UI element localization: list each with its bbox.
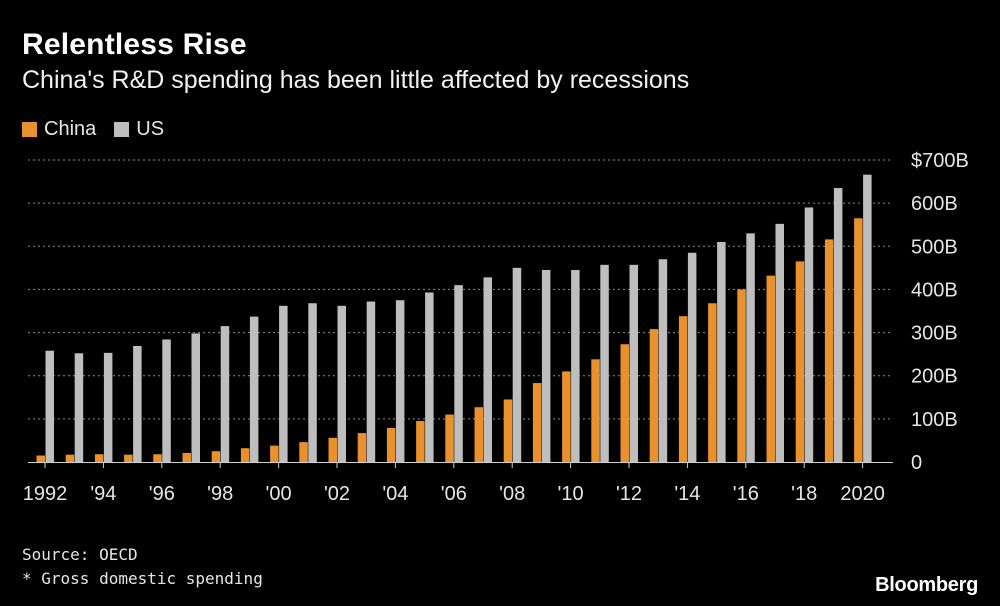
bar-china xyxy=(737,289,746,462)
legend-label-us: US xyxy=(136,118,165,140)
bar-china xyxy=(94,454,104,462)
bar-us xyxy=(571,270,580,462)
x-tick-label: '00 xyxy=(266,483,292,505)
bar-china xyxy=(766,275,775,462)
bar-us xyxy=(804,207,814,462)
x-tick-label: '94 xyxy=(90,483,116,505)
x-tick-label: '96 xyxy=(149,483,175,505)
x-tick-label: '06 xyxy=(441,483,467,505)
bar-china xyxy=(299,442,308,462)
legend-item-china: China xyxy=(22,118,96,141)
footnote: * Gross domestic spending xyxy=(22,569,263,588)
bar-us xyxy=(541,270,551,462)
bar-us xyxy=(629,264,638,462)
x-tick-label: '10 xyxy=(558,483,584,505)
bar-us xyxy=(103,352,113,462)
bar-us xyxy=(775,223,784,462)
bar-us xyxy=(483,277,492,462)
chart-title: Relentless Rise xyxy=(22,28,247,61)
bar-china xyxy=(357,433,367,462)
bar-us xyxy=(308,303,317,462)
bar-us xyxy=(746,233,755,462)
bar-us xyxy=(658,259,668,462)
bar-china xyxy=(153,454,162,462)
bar-us xyxy=(454,285,463,462)
legend-swatch-china xyxy=(22,122,37,137)
bar-us xyxy=(337,305,346,462)
bar-us xyxy=(45,350,54,462)
y-tick-label: 100B xyxy=(911,409,958,431)
y-tick-label: 300B xyxy=(911,323,958,345)
x-tick-label: '14 xyxy=(674,483,700,505)
bar-china xyxy=(795,261,805,462)
bar-china xyxy=(211,451,221,462)
bar-us xyxy=(425,292,434,462)
x-tick-label: '98 xyxy=(207,483,233,505)
bar-china xyxy=(532,383,542,462)
bar-china xyxy=(328,437,337,462)
bar-china xyxy=(854,218,863,462)
bar-us xyxy=(220,326,230,462)
bar-us xyxy=(687,252,697,462)
bar-china xyxy=(708,303,717,462)
x-tick-label: '18 xyxy=(791,483,817,505)
bar-us xyxy=(833,188,843,463)
bar-china xyxy=(678,316,688,462)
bar-china xyxy=(270,445,279,462)
bar-us xyxy=(191,333,200,462)
bar-us xyxy=(717,241,726,462)
bar-us xyxy=(395,300,405,462)
bar-china xyxy=(562,371,571,462)
x-tick-label: '02 xyxy=(324,483,350,505)
bar-us xyxy=(512,267,522,462)
y-tick-label: 500B xyxy=(911,236,958,258)
bar-china xyxy=(124,454,133,462)
bar-us xyxy=(863,174,872,462)
bar-china xyxy=(474,407,483,462)
bar-us xyxy=(279,305,288,462)
x-tick-label: '12 xyxy=(616,483,642,505)
y-tick-label: 400B xyxy=(911,279,958,301)
y-tick-label: $700B xyxy=(911,150,969,172)
bar-china xyxy=(649,329,659,462)
x-tick-label: '16 xyxy=(733,483,759,505)
bar-china xyxy=(182,452,191,462)
bar-us xyxy=(74,353,84,462)
y-tick-label: 0 xyxy=(911,452,922,474)
y-tick-label: 600B xyxy=(911,193,958,215)
source-note: Source: OECD xyxy=(22,545,138,564)
bar-china xyxy=(591,359,600,462)
legend-item-us: US xyxy=(114,118,164,141)
legend-swatch-us xyxy=(114,122,130,137)
bar-us xyxy=(133,345,142,462)
bar-china xyxy=(240,448,250,462)
legend: China US xyxy=(22,118,182,141)
bar-china xyxy=(620,344,629,462)
bar-china xyxy=(416,421,425,462)
x-tick-label: 1992 xyxy=(23,483,68,505)
bar-china xyxy=(36,455,45,462)
bar-china xyxy=(386,427,396,462)
bar-china xyxy=(65,454,75,462)
y-tick-label: 200B xyxy=(911,366,958,388)
bar-us xyxy=(600,264,609,462)
x-tick-label: 2020 xyxy=(840,483,885,505)
legend-label-china: China xyxy=(44,118,97,140)
bar-us xyxy=(162,339,171,462)
bloomberg-logo: Bloomberg xyxy=(875,574,978,596)
bar-china xyxy=(445,414,454,462)
bar-us xyxy=(366,301,376,462)
bar-china xyxy=(824,239,834,462)
x-tick-label: '04 xyxy=(382,483,408,505)
x-tick-label: '08 xyxy=(499,483,525,505)
chart-subtitle: China's R&D spending has been little aff… xyxy=(22,66,690,94)
bar-us xyxy=(249,316,259,462)
bar-china xyxy=(503,399,513,462)
